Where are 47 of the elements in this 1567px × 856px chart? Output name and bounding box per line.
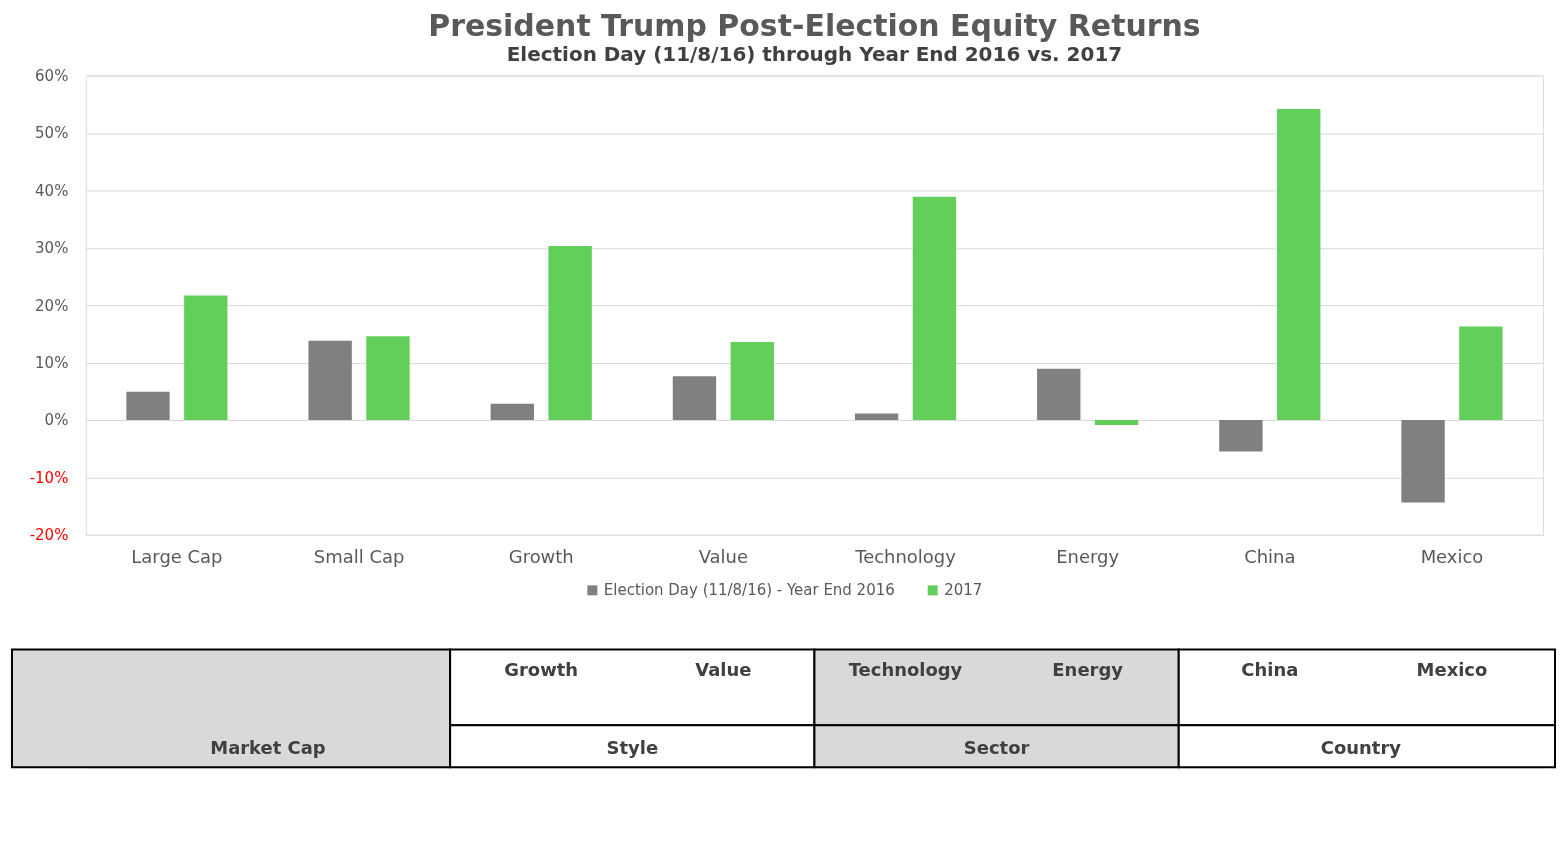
x-tick-label: Small Cap xyxy=(313,546,405,568)
text: Mexico xyxy=(1416,659,1488,681)
x-tick-label: Large Cap xyxy=(131,546,223,568)
text: Growth xyxy=(504,659,579,681)
bar xyxy=(730,341,774,420)
y-tick-label: 20% xyxy=(35,296,69,315)
y-tick-label: 60% xyxy=(35,67,69,86)
bar xyxy=(548,246,592,420)
text: Energy xyxy=(1052,659,1124,681)
y-tick-label: 30% xyxy=(35,239,69,258)
text: Technology xyxy=(848,659,963,681)
chart-title: President Trump Post-Election Equity Returns xyxy=(428,7,1201,43)
bar xyxy=(1219,419,1263,452)
bar xyxy=(1401,419,1445,503)
bar xyxy=(912,196,957,420)
y-tick-label: -10% xyxy=(29,468,69,487)
text: Style xyxy=(606,737,659,759)
x-tick-label: Growth xyxy=(508,546,574,568)
text: Sector xyxy=(963,737,1030,759)
bar xyxy=(1459,326,1503,420)
y-tick-label: 50% xyxy=(35,124,69,143)
y-tick-label: 0% xyxy=(44,411,69,430)
legend-label: Election Day (11/8/16) - Year End 2016 xyxy=(603,581,895,600)
x-tick-label: Energy xyxy=(1056,546,1120,568)
bar xyxy=(1094,419,1139,426)
x-tick-label: Value xyxy=(698,546,749,568)
bar xyxy=(1037,368,1081,420)
chart-subtitle: Election Day (11/8/16) through Year End 2016 vs. 2017 xyxy=(506,41,1123,66)
bar xyxy=(184,295,228,420)
x-tick-label: China xyxy=(1244,546,1296,568)
bar xyxy=(126,391,170,420)
text: Value xyxy=(695,659,752,681)
legend-label: 2017 xyxy=(944,581,983,600)
bar xyxy=(490,403,534,420)
x-tick-label: Technology xyxy=(854,546,957,568)
y-tick-label: 40% xyxy=(35,181,69,200)
bar xyxy=(854,413,899,420)
bar xyxy=(1277,108,1321,420)
bar xyxy=(308,340,352,420)
bar xyxy=(366,336,410,420)
y-tick-label: -20% xyxy=(29,526,69,545)
text: Market Cap xyxy=(210,737,326,759)
y-tick-label: 10% xyxy=(35,354,69,373)
x-tick-label: Mexico xyxy=(1420,546,1484,568)
bar xyxy=(672,376,717,420)
text: China xyxy=(1241,659,1299,681)
text: Country xyxy=(1320,737,1402,759)
